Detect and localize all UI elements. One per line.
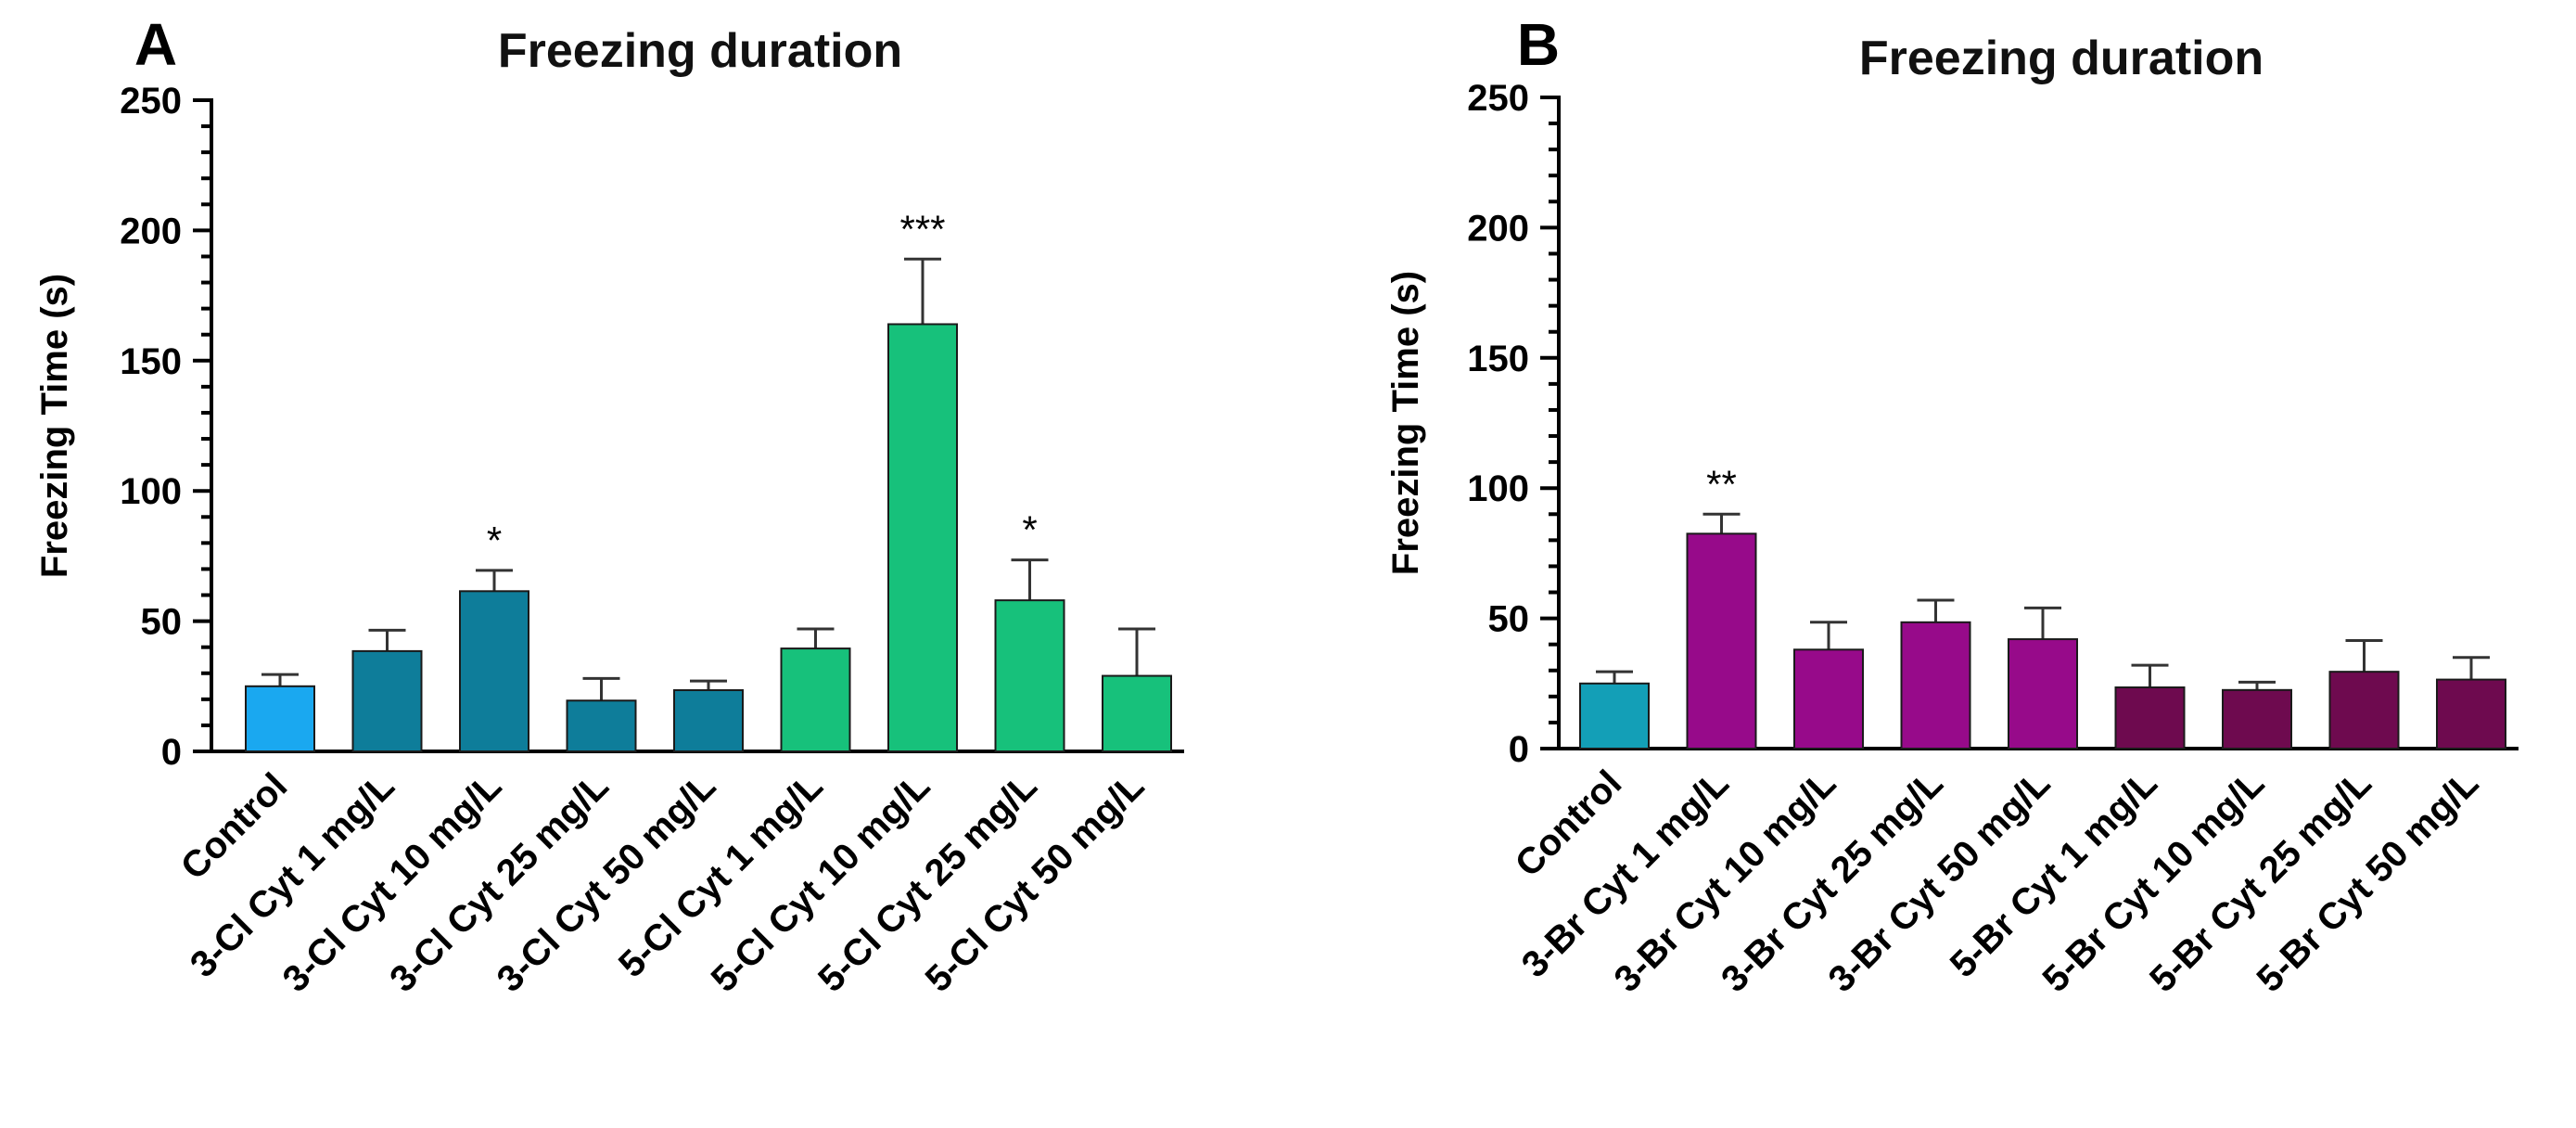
- y-tick-label: 150: [1467, 339, 1529, 379]
- bar: [1579, 682, 1650, 750]
- bar: [2008, 638, 2078, 750]
- y-tick-label: 100: [120, 471, 182, 512]
- bar: [1900, 621, 1971, 750]
- panel-letter: B: [1517, 11, 1560, 78]
- bar: [2222, 688, 2292, 750]
- y-tick-label: 50: [141, 602, 183, 643]
- bar-chart-a: A Freezing duration Freezing Time (s) 0 50 10…: [34, 11, 1184, 1000]
- y-tick-label: 200: [1467, 208, 1529, 249]
- bar: [245, 685, 315, 752]
- bar: [673, 689, 744, 753]
- y-tick-label: 250: [1467, 78, 1529, 119]
- chart-title: Freezing duration: [498, 24, 902, 78]
- x-tick-label: 3-Cl Cyt 1 mg/L: [183, 765, 402, 985]
- y-tick-label: 0: [1509, 729, 1529, 770]
- y-tick-label: 100: [1467, 468, 1529, 509]
- chart-panel-b: B Freezing duration Freezing Time (s) 0 50 10…: [1288, 0, 2576, 1128]
- y-tick-label: 200: [120, 211, 182, 251]
- y-tick-label: 250: [120, 81, 182, 122]
- bar: [1102, 674, 1172, 752]
- y-tick-label: 150: [120, 341, 182, 382]
- y-tick-label: 0: [161, 732, 182, 773]
- bar: [459, 590, 529, 752]
- y-axis-label: Freezing Time (s): [1385, 271, 1426, 575]
- bar-chart-b: B Freezing duration Freezing Time (s) 0 50 10…: [1385, 11, 2519, 1000]
- bar: [351, 649, 423, 753]
- bar: [994, 599, 1065, 752]
- bar: [2328, 671, 2400, 750]
- bar: [566, 699, 637, 753]
- y-axis-label: Freezing Time (s): [34, 274, 75, 578]
- panel-letter: A: [134, 11, 177, 78]
- bar: [1686, 532, 1757, 750]
- bar: [2436, 678, 2506, 750]
- chart-title: Freezing duration: [1859, 32, 2264, 85]
- y-tick-label: 50: [1488, 599, 1530, 640]
- significance-marker: ***: [899, 207, 945, 250]
- chart-panel-a: A Freezing duration Freezing Time (s) 0 50 10…: [34, 11, 1184, 1000]
- bar: [780, 647, 851, 752]
- bar: [887, 323, 958, 752]
- bar: [2114, 686, 2186, 750]
- significance-marker: *: [487, 519, 502, 562]
- significance-marker: *: [1022, 508, 1037, 552]
- significance-marker: **: [1706, 462, 1737, 506]
- bar: [1793, 648, 1864, 750]
- x-tick-label: 5-Cl Cyt 1 mg/L: [611, 765, 831, 985]
